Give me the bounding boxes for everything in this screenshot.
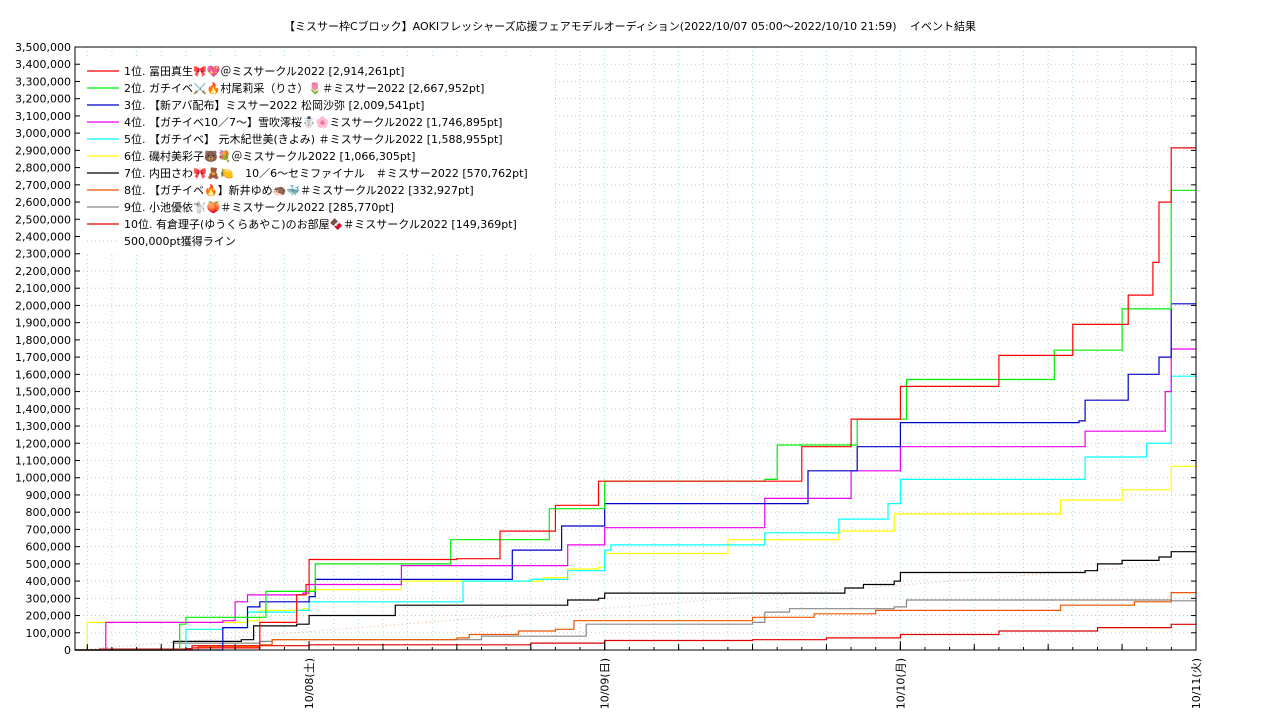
y-tick-label: 1,400,000 [15,403,71,416]
y-tick-label: 1,500,000 [15,386,71,399]
y-tick-label: 3,500,000 [15,41,71,54]
series-line-1 [75,147,1196,651]
chart-title: 【ミスサー枠Cブロック】AOKIフレッシャーズ応援フェアモデルオーディション(2… [284,19,897,33]
legend-label-reference: 500,000pt獲得ライン [124,235,236,248]
x-tick-label: 10/10(月) [894,658,907,709]
legend-label-5: 5位. 【ガチイベ】 元木紀世美(きよみ) ＃ミスサークル2022 [1,588… [124,132,503,146]
y-tick-label: 1,200,000 [15,437,71,450]
y-tick-label: 3,200,000 [15,93,71,106]
legend-label-8: 8位. 【ガチイベ🔥】新井ゆめ🦔🐳＃ミスサークル2022 [332,927pt] [124,183,474,197]
legend-label-2: 2位. ガチイベ⚔️🔥村尾莉采（りさ）🌷＃ミスサー2022 [2,667,952… [124,81,484,95]
series-line-4 [75,348,1196,651]
y-tick-label: 3,000,000 [15,127,71,140]
series-line-8 [75,591,1196,651]
series-line-6 [75,465,1196,651]
y-tick-label: 2,900,000 [15,144,71,157]
y-tick-label: 2,300,000 [15,248,71,261]
y-tick-label: 3,100,000 [15,110,71,123]
y-tick-label: 300,000 [26,592,72,605]
y-tick-label: 600,000 [26,541,72,554]
series-line-7 [75,551,1196,651]
series-line-5 [75,375,1196,651]
y-tick-label: 200,000 [26,610,72,623]
axes: 0 100,000 200,000 300,000 400,000 500,000 600,… [15,41,1203,709]
legend-label-7: 7位. 内田さわ🎀🧸🍋 10／6〜セミファイナル ＃ミスサー2022 [570,… [124,166,528,180]
y-tick-label: 400,000 [26,575,72,588]
y-tick-label: 1,600,000 [15,368,71,381]
y-tick-label: 2,000,000 [15,299,71,312]
y-tick-label: 2,700,000 [15,179,71,192]
y-tick-label: 2,600,000 [15,196,71,209]
y-tick-label: 700,000 [26,523,72,536]
y-tick-label: 1,900,000 [15,317,71,330]
y-tick-label: 0 [64,644,71,657]
chart-subtitle: イベント結果 [910,19,976,33]
reference-line-layer [74,563,1172,651]
y-tick-label: 1,100,000 [15,454,71,467]
legend-label-4: 4位. 【ガチイベ10／7〜】雪吹澪桜☃️🌸ミスサークル2022 [1,746,… [124,115,502,129]
y-tick-label: 500,000 [26,558,72,571]
y-tick-label: 1,800,000 [15,334,71,347]
y-tick-label: 2,800,000 [15,162,71,175]
y-tick-label: 1,300,000 [15,420,71,433]
y-tick-label: 2,500,000 [15,213,71,226]
y-tick-label: 1,000,000 [15,472,71,485]
y-tick-label: 1,700,000 [15,351,71,364]
x-tick-label: 10/08(土) [303,658,316,709]
reference-line [74,563,1172,651]
y-tick-label: 2,100,000 [15,282,71,295]
y-tick-label: 3,300,000 [15,75,71,88]
x-tick-label: 10/09(日) [599,658,612,709]
legend-label-1: 1位. 冨田真生🎀💖＠ミスサークル2022 [2,914,261pt] [124,64,404,78]
y-tick-label: 2,200,000 [15,265,71,278]
y-tick-label: 100,000 [26,627,72,640]
series-line-9 [75,599,1196,651]
plot-frame [74,46,1197,651]
legend: 1位. 冨田真生🎀💖＠ミスサークル2022 [2,914,261pt] 2位. ガ… [87,64,528,248]
y-tick-label: 900,000 [26,489,72,502]
y-tick-label: 3,400,000 [15,58,71,71]
x-tick-label: 10/11(火) [1190,658,1203,709]
legend-label-9: 9位. 小池優依🐩🍑＃ミスサークル2022 [285,770pt] [124,200,394,214]
y-tick-label: 800,000 [26,506,72,519]
legend-label-6: 6位. 磯村美彩子🐻💐＠ミスサークル2022 [1,066,305pt] [124,149,415,163]
legend-label-3: 3位. 【新アバ配布】ミスサー2022 松岡沙弥 [2,009,541pt] [124,98,424,112]
legend-background [82,58,552,254]
legend-label-10: 10位. 有倉理子(ゆうくらあやこ)のお部屋🍫＃ミスサークル2022 [149,… [124,217,517,231]
y-tick-label: 2,400,000 [15,231,71,244]
